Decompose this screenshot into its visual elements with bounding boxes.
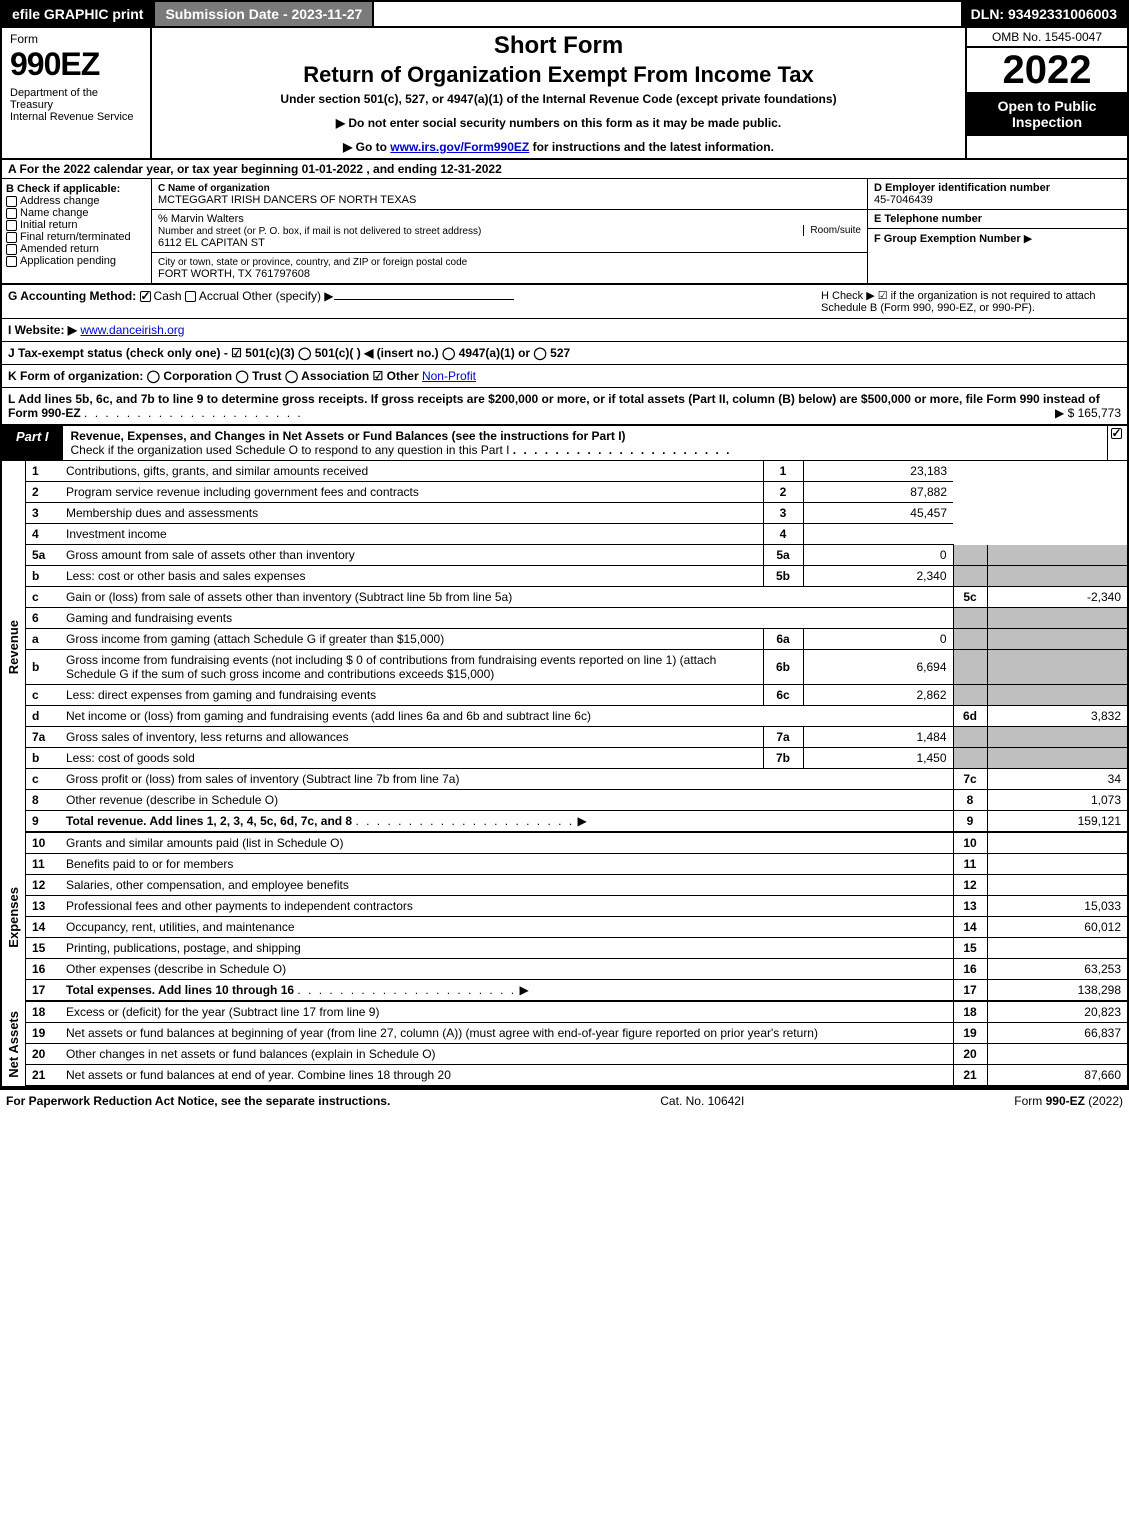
ssn-note: ▶ Do not enter social security numbers o… [162,116,955,130]
city-label: City or town, state or province, country… [158,257,467,268]
l-dots [84,406,303,420]
form-header: Form 990EZ Department of the Treasury In… [0,28,1129,160]
section-g: G Accounting Method: Cash Accrual Other … [8,289,821,314]
org-name: MCTEGGART IRISH DANCERS OF NORTH TEXAS [158,194,416,206]
g-label: G Accounting Method: [8,289,136,303]
part1-label: Part I [2,426,63,460]
chk-pending[interactable]: Application pending [6,255,147,267]
k-text: K Form of organization: ◯ Corporation ◯ … [8,369,422,383]
k-other[interactable]: Non-Profit [422,369,476,383]
inspection-badge: Open to Public Inspection [967,92,1127,136]
section-h: H Check ▶ ☑ if the organization is not r… [821,289,1121,314]
street-addr: 6112 EL CAPITAN ST [158,237,265,249]
other-specify-input[interactable] [334,299,514,300]
part1-title: Revenue, Expenses, and Changes in Net As… [63,426,1107,460]
section-c: C Name of organization MCTEGGART IRISH D… [152,179,867,283]
header-center: Short Form Return of Organization Exempt… [152,28,967,158]
tax-year: 2022 [967,48,1127,92]
top-bar: efile GRAPHIC print Submission Date - 20… [0,0,1129,28]
dept-label: Department of the Treasury Internal Reve… [10,87,142,123]
section-g-h: G Accounting Method: Cash Accrual Other … [0,285,1129,319]
efile-label: efile GRAPHIC print [2,2,153,26]
info-block: B Check if applicable: Address change Na… [0,179,1129,285]
netassets-section: Net Assets 18Excess or (deficit) for the… [0,1002,1129,1088]
expenses-tab: Expenses [2,833,26,1002]
part1-checknote: Check if the organization used Schedule … [71,443,510,457]
section-d: D Employer identification number 45-7046… [868,179,1127,210]
addr-label: Number and street (or P. O. box, if mail… [158,226,481,237]
chk-final[interactable]: Final return/terminated [6,231,147,243]
submission-date: Submission Date - 2023-11-27 [153,2,374,26]
footer-right: Form 990-EZ (2022) [1014,1094,1123,1108]
dln-label: DLN: 93492331006003 [961,2,1127,26]
e-label: E Telephone number [874,213,982,225]
chk-name[interactable]: Name change [6,207,147,219]
revenue-section: Revenue 1Contributions, gifts, grants, a… [0,461,1129,833]
short-form-title: Short Form [162,32,955,60]
expenses-table: 10Grants and similar amounts paid (list … [26,833,1127,1002]
city-val: FORT WORTH, TX 761797608 [158,268,310,280]
c-label: C Name of organization [158,183,270,194]
subtitle: Under section 501(c), 527, or 4947(a)(1)… [162,92,955,106]
omb-number: OMB No. 1545-0047 [967,28,1127,48]
section-j: J Tax-exempt status (check only one) - ☑… [0,342,1129,365]
page-footer: For Paperwork Reduction Act Notice, see … [0,1088,1129,1112]
room-label: Room/suite [803,225,861,236]
section-b-label: B Check if applicable: [6,183,147,195]
org-name-row: C Name of organization MCTEGGART IRISH D… [152,179,867,210]
section-k: K Form of organization: ◯ Corporation ◯ … [0,365,1129,388]
i-label: I Website: ▶ [8,323,77,337]
footer-mid: Cat. No. 10642I [660,1094,744,1108]
goto-pre: ▶ Go to [343,140,390,154]
section-l: L Add lines 5b, 6c, and 7b to line 9 to … [0,388,1129,426]
irs-link[interactable]: www.irs.gov/Form990EZ [390,140,529,154]
footer-left: For Paperwork Reduction Act Notice, see … [6,1094,390,1108]
form-number: 990EZ [10,46,142,83]
right-info: D Employer identification number 45-7046… [867,179,1127,283]
section-a-text: A For the 2022 calendar year, or tax yea… [8,162,502,176]
chk-amended[interactable]: Amended return [6,243,147,255]
chk-address[interactable]: Address change [6,195,147,207]
f-label: F Group Exemption Number [874,233,1021,245]
section-a: A For the 2022 calendar year, or tax yea… [0,160,1129,179]
netassets-tab: Net Assets [2,1002,26,1086]
header-right: OMB No. 1545-0047 2022 Open to Public In… [967,28,1127,158]
chk-cash[interactable] [140,291,151,302]
expenses-section: Expenses 10Grants and similar amounts pa… [0,833,1129,1002]
form-word: Form [10,32,142,46]
header-left: Form 990EZ Department of the Treasury In… [2,28,152,158]
netassets-table: 18Excess or (deficit) for the year (Subt… [26,1002,1127,1086]
ein-val: 45-7046439 [874,194,933,206]
section-i: I Website: ▶ www.danceirish.org [0,319,1129,342]
d-label: D Employer identification number [874,182,1050,194]
website-link[interactable]: www.danceirish.org [80,323,184,337]
part1-checkbox[interactable] [1107,426,1127,460]
addr-row: % Marvin Walters Number and street (or P… [152,210,867,253]
chk-accrual[interactable] [185,291,196,302]
goto-note: ▶ Go to www.irs.gov/Form990EZ for instru… [162,140,955,154]
chk-initial[interactable]: Initial return [6,219,147,231]
f-arrow: ▶ [1024,233,1032,245]
part1-header: Part I Revenue, Expenses, and Changes in… [0,426,1129,461]
revenue-table: 1Contributions, gifts, grants, and simil… [26,461,1127,833]
main-title: Return of Organization Exempt From Incom… [162,62,955,88]
section-f: F Group Exemption Number ▶ [868,229,1127,248]
goto-post: for instructions and the latest informat… [529,140,774,154]
city-row: City or town, state or province, country… [152,253,867,283]
j-text: J Tax-exempt status (check only one) - ☑… [8,346,570,360]
l-amount: ▶ $ 165,773 [1055,406,1121,420]
revenue-tab: Revenue [2,461,26,833]
section-b: B Check if applicable: Address change Na… [2,179,152,283]
spacer [374,2,960,26]
section-e: E Telephone number [868,210,1127,229]
pct-name: % Marvin Walters [158,213,244,225]
